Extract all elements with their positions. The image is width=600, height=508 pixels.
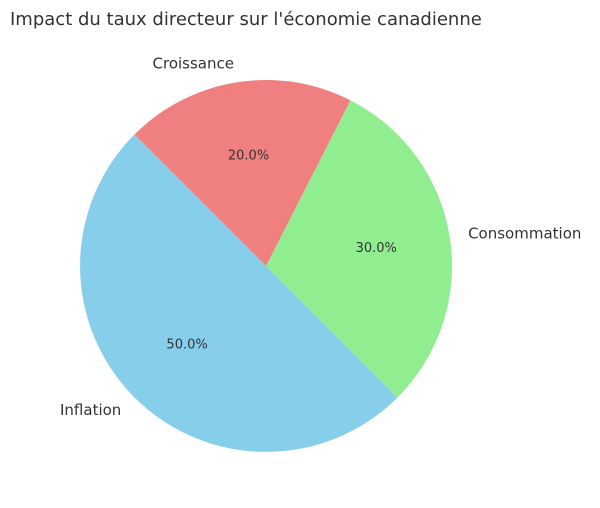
percent-label: 50.0% — [166, 337, 207, 352]
slice-label: Consommation — [468, 224, 581, 242]
pie-slice — [80, 134, 398, 452]
percent-label: 30.0% — [356, 241, 397, 256]
percent-label: 20.0% — [228, 148, 269, 163]
pie-slice — [134, 80, 351, 266]
pie-slice — [266, 100, 452, 398]
chart-title: Impact du taux directeur sur l'économie … — [10, 9, 482, 30]
slice-label: Croissance — [153, 54, 234, 72]
slice-label: Inflation — [60, 401, 121, 419]
